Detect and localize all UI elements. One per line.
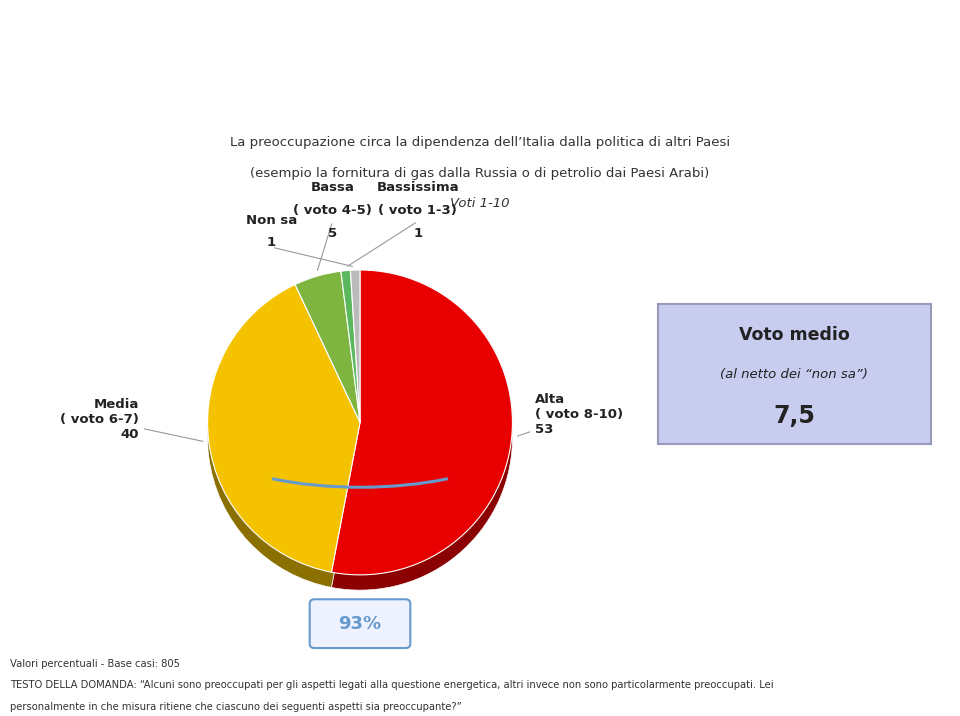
Text: 5: 5 [918, 30, 935, 54]
Text: (esempio la fornitura di gas dalla Russia o di petrolio dai Paesi Arabi): (esempio la fornitura di gas dalla Russi… [251, 167, 709, 180]
Text: Bassissima: Bassissima [376, 180, 459, 194]
Wedge shape [207, 284, 360, 572]
Text: TESTO DELLA DOMANDA: “Alcuni sono preoccupati per gli aspetti legati alla questi: TESTO DELLA DOMANDA: “Alcuni sono preocc… [10, 680, 773, 690]
Text: ( voto 4-5): ( voto 4-5) [293, 203, 372, 217]
Text: preoccupante per gli italiani: preoccupante per gli italiani [116, 77, 427, 96]
Text: La dipendenza energetica dall’estero: un tema molto: La dipendenza energetica dall’estero: un… [116, 29, 701, 48]
Text: Media
( voto 6-7)
40: Media ( voto 6-7) 40 [60, 398, 203, 441]
Wedge shape [331, 270, 513, 575]
Text: 5: 5 [328, 226, 337, 240]
Text: 1: 1 [267, 236, 276, 248]
Text: %: % [8, 19, 91, 101]
Text: (al netto dei “non sa”): (al netto dei “non sa”) [720, 367, 869, 381]
Text: 93%: 93% [339, 614, 381, 633]
Text: Valori percentuali - Base casi: 805: Valori percentuali - Base casi: 805 [10, 659, 180, 669]
Wedge shape [295, 286, 360, 437]
Wedge shape [331, 285, 513, 590]
Wedge shape [341, 286, 360, 437]
Text: Voto medio: Voto medio [739, 326, 850, 344]
Wedge shape [295, 271, 360, 422]
FancyBboxPatch shape [310, 599, 410, 648]
Text: personalmente in che misura ritiene che ciascuno dei seguenti aspetti sia preocc: personalmente in che misura ritiene che … [10, 702, 462, 712]
Text: Alta
( voto 8-10)
53: Alta ( voto 8-10) 53 [517, 393, 623, 436]
Text: 1: 1 [414, 226, 422, 240]
Wedge shape [341, 271, 360, 422]
Text: Bassa: Bassa [311, 180, 354, 194]
Wedge shape [350, 270, 360, 422]
Text: Non sa: Non sa [246, 214, 298, 227]
Text: La preoccupazione circa la dipendenza dell’Italia dalla politica di altri Paesi: La preoccupazione circa la dipendenza de… [230, 136, 730, 150]
Text: 7,5: 7,5 [774, 404, 815, 428]
Text: ( voto 1-3): ( voto 1-3) [378, 203, 457, 217]
Wedge shape [350, 285, 360, 437]
Wedge shape [207, 300, 360, 587]
Text: Voti 1-10: Voti 1-10 [450, 198, 510, 211]
